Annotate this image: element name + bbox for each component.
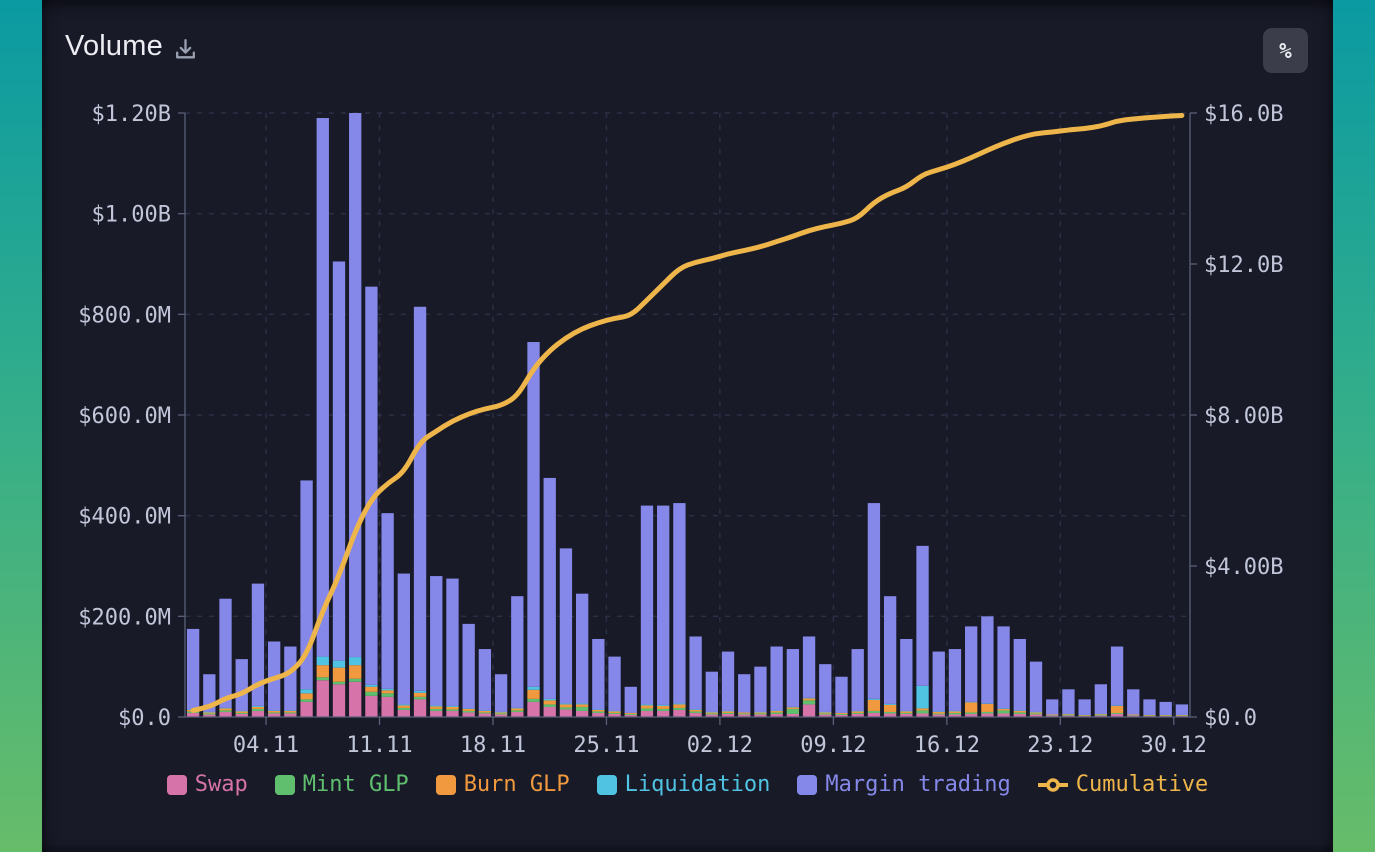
- x-tick-label: 02.12: [687, 733, 753, 758]
- legend-swatch: [274, 774, 295, 795]
- y-right-tick-label: $8.00B: [1204, 404, 1283, 429]
- y-right-tick-label: $12.0B: [1204, 253, 1283, 278]
- page-title: Volume: [65, 30, 163, 62]
- y-left-tick-label: $200.0M: [78, 605, 171, 630]
- legend-item-liquidation[interactable]: Liquidation: [596, 772, 771, 797]
- y-left-tick-label: $600.0M: [78, 404, 171, 429]
- legend-swatch: [166, 774, 187, 795]
- y-right-tick-label: $4.00B: [1204, 555, 1283, 580]
- axis-labels: $0.0 $200.0M $400.0M $600.0M $800.0M $1.00B $1…: [78, 102, 1283, 758]
- legend-label: Mint GLP: [302, 772, 409, 797]
- legend-label: Margin trading: [825, 772, 1011, 797]
- chart-legend: Swap Mint GLP Burn GLP Liquidation Margin tr…: [42, 772, 1333, 797]
- cumulative-line-marker: [1037, 777, 1068, 792]
- card-header: Volume: [65, 30, 198, 63]
- legend-item-margin-trading[interactable]: Margin trading: [797, 772, 1011, 797]
- x-tick-label: 25.11: [573, 733, 639, 758]
- legend-item-swap[interactable]: Swap: [166, 772, 248, 797]
- x-tick-label: 30.12: [1141, 733, 1207, 758]
- y-right-tick-label: $16.0B: [1204, 102, 1283, 127]
- legend-label: Burn GLP: [463, 772, 570, 797]
- legend-label: Cumulative: [1075, 772, 1209, 797]
- download-icon[interactable]: [173, 37, 198, 62]
- percent-toggle-button[interactable]: %: [1263, 28, 1308, 73]
- gridlines: [185, 112, 1190, 717]
- legend-item-mint-glp[interactable]: Mint GLP: [274, 772, 409, 797]
- y-left-tick-label: $1.20B: [92, 102, 171, 127]
- y-left-tick-label: $400.0M: [78, 505, 171, 530]
- volume-chart: $0.0 $200.0M $400.0M $600.0M $800.0M $1.00B $1…: [78, 102, 1283, 758]
- legend-item-burn-glp[interactable]: Burn GLP: [435, 772, 570, 797]
- x-tick-label: 04.11: [233, 733, 299, 758]
- volume-card: Volume % $0.0 $200.0M $400.0M $600.0M $800.0…: [42, 0, 1333, 852]
- x-tick-label: 11.11: [346, 733, 412, 758]
- legend-swatch: [596, 774, 617, 795]
- y-right-tick-label: $0.0: [1204, 706, 1257, 731]
- legend-swatch: [435, 774, 456, 795]
- x-tick-label: 16.12: [914, 733, 980, 758]
- legend-item-cumulative[interactable]: Cumulative: [1037, 772, 1209, 797]
- y-left-tick-label: $1.00B: [92, 203, 171, 228]
- x-tick-label: 18.11: [460, 733, 526, 758]
- y-left-tick-label: $0.0: [118, 706, 171, 731]
- legend-label: Swap: [194, 772, 248, 797]
- stacked-bars: [186, 113, 1189, 717]
- x-tick-label: 09.12: [800, 733, 866, 758]
- cumulative-line: [190, 113, 1185, 713]
- axes: [178, 112, 1197, 725]
- y-left-tick-label: $800.0M: [78, 303, 171, 328]
- x-tick-label: 23.12: [1027, 733, 1093, 758]
- legend-swatch: [797, 774, 818, 795]
- legend-label: Liquidation: [624, 772, 771, 797]
